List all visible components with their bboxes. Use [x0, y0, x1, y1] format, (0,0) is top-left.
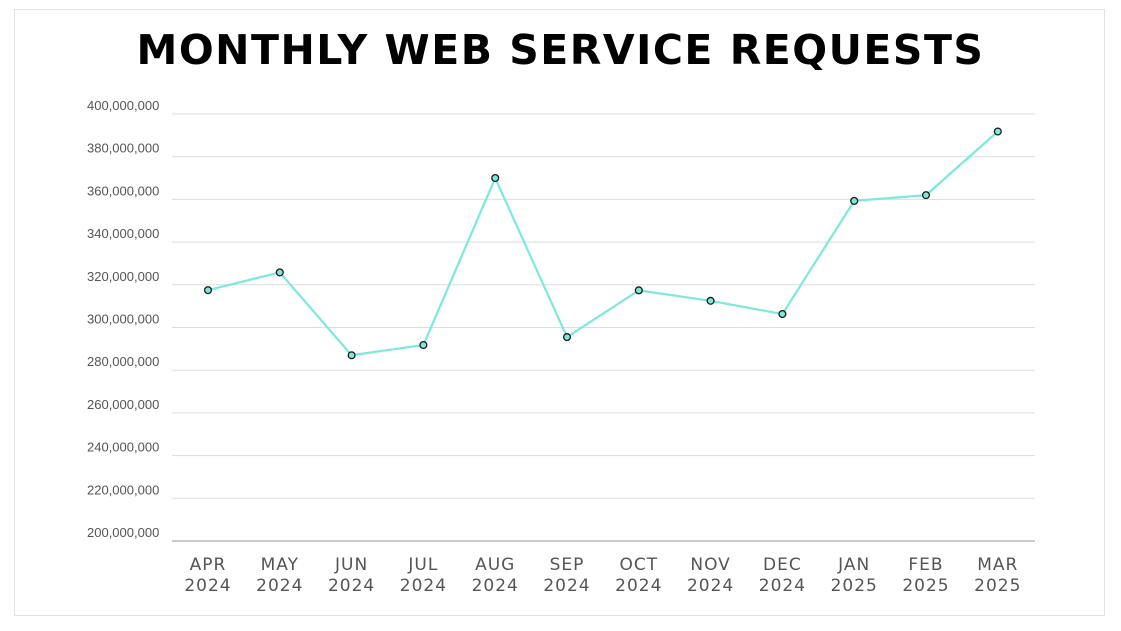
x-tick-label-year: 2024	[400, 576, 447, 596]
data-point	[419, 340, 428, 350]
data-point	[562, 333, 572, 342]
data-point	[921, 191, 931, 200]
x-tick-label-year: 2025	[902, 576, 949, 596]
data-points	[203, 127, 1002, 360]
data-point	[634, 286, 643, 295]
y-tick-label: 260,000,000	[87, 397, 159, 412]
x-tick-label-month: SEP	[550, 555, 585, 575]
x-tick-label-year: 2024	[184, 576, 231, 596]
series-line-layer	[207, 130, 999, 357]
y-tick-label: 280,000,000	[87, 354, 159, 369]
data-point	[993, 127, 1002, 136]
x-tick-label-month: MAY	[261, 555, 299, 575]
x-tick-label-month: FEB	[908, 555, 943, 575]
x-tick-label-month: NOV	[690, 555, 730, 575]
y-tick-label: 200,000,000	[87, 525, 159, 540]
x-tick-label-month: JUL	[407, 555, 438, 575]
x-tick-label-year: 2024	[256, 576, 303, 596]
data-point	[347, 351, 356, 360]
data-point	[850, 196, 859, 205]
chart-title: MONTHLY WEB SERVICE REQUESTS	[136, 26, 985, 74]
x-tick-label-year: 2024	[328, 576, 375, 596]
x-axis-ticks: APR2024MAY2024JUN2024JUL2024AUG2024SEP20…	[184, 555, 1021, 596]
x-tick-label-year: 2025	[974, 576, 1021, 596]
x-tick-label-year: 2024	[615, 576, 662, 596]
data-point	[203, 286, 213, 295]
x-tick-label-month: AUG	[475, 555, 515, 575]
y-tick-label: 220,000,000	[87, 482, 159, 497]
x-tick-label-year: 2024	[759, 576, 806, 596]
y-tick-label: 400,000,000	[87, 98, 159, 113]
y-tick-label: 340,000,000	[87, 226, 159, 241]
data-point	[706, 296, 715, 305]
x-tick-label-year: 2024	[472, 576, 519, 596]
x-tick-label-month: JAN	[837, 555, 870, 575]
x-tick-label-year: 2025	[831, 576, 878, 596]
x-tick-label-month: MAR	[977, 555, 1018, 575]
x-tick-label-year: 2024	[687, 576, 734, 596]
data-point	[491, 174, 500, 183]
data-point	[778, 309, 787, 319]
x-tick-label-month: JUN	[334, 555, 368, 575]
x-tick-label-year: 2024	[543, 576, 590, 596]
x-tick-label-month: OCT	[619, 555, 658, 575]
y-tick-label: 360,000,000	[87, 183, 159, 198]
gridlines	[172, 113, 1035, 542]
x-tick-label-month: APR	[190, 555, 227, 575]
data-point	[275, 268, 284, 277]
chart-frame	[14, 9, 1105, 616]
y-tick-label: 380,000,000	[87, 141, 159, 156]
y-tick-label: 320,000,000	[87, 269, 159, 284]
series-line	[207, 130, 999, 357]
y-tick-label: 240,000,000	[87, 440, 159, 455]
y-axis-ticks: 200,000,000 220,000,000 240,000,000 260,000…	[87, 98, 159, 540]
y-tick-label: 300,000,000	[87, 312, 159, 327]
x-tick-label-month: DEC	[763, 555, 802, 575]
